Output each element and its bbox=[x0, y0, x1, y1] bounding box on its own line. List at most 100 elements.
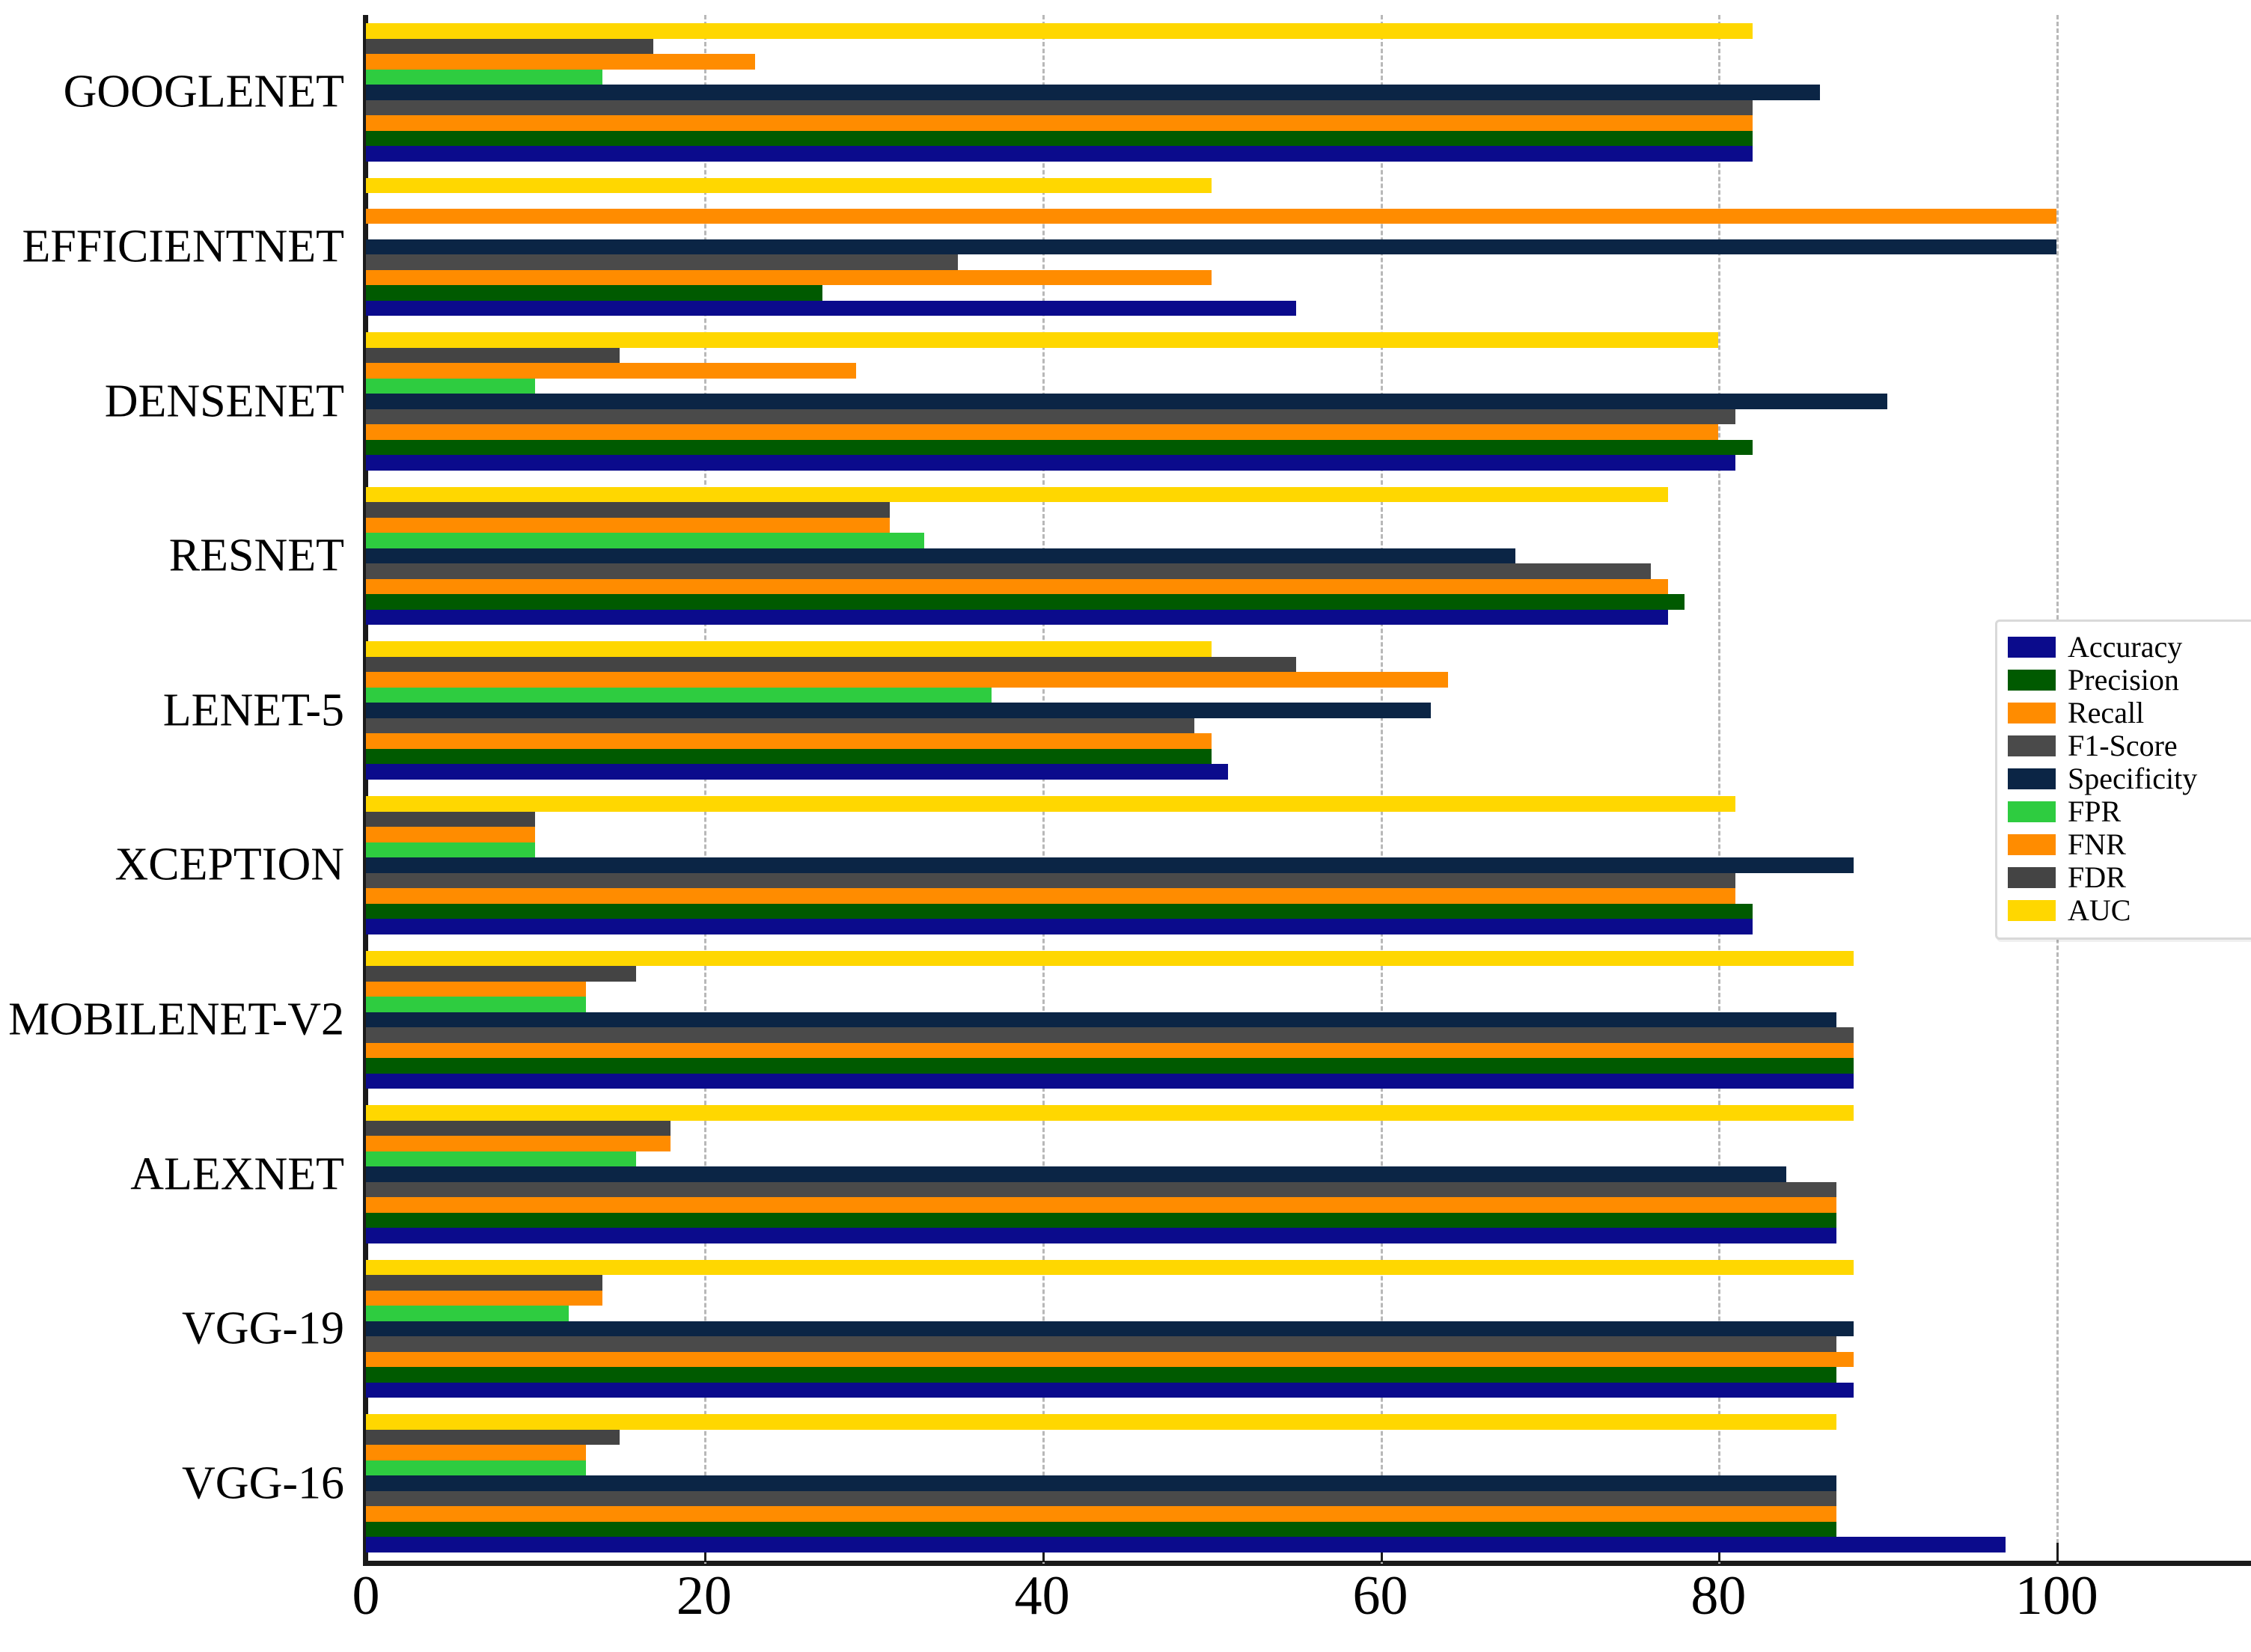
bar-mobilenet-v2-recall bbox=[366, 1042, 1854, 1059]
bar-densenet-specificity bbox=[366, 394, 1888, 409]
bar-xception-auc bbox=[366, 796, 1735, 812]
bar-densenet-fdr bbox=[366, 347, 620, 364]
legend-item-accuracy[interactable]: Accuracy bbox=[2008, 631, 2246, 664]
y-axis-label-densenet: DENSENET bbox=[104, 376, 344, 426]
bar-vgg-16-fpr bbox=[366, 1460, 586, 1476]
bar-resnet-recall bbox=[366, 578, 1668, 595]
bar-lenet-5-fnr bbox=[366, 672, 1448, 688]
bar-densenet-fpr bbox=[366, 378, 535, 394]
x-tick-40 bbox=[1042, 1543, 1045, 1562]
bar-resnet-fnr bbox=[366, 517, 891, 533]
bar-mobilenet-v2-fnr bbox=[366, 981, 586, 997]
bar-vgg-16-recall bbox=[366, 1506, 1837, 1522]
y-axis-label-googlenet: GOOGLENET bbox=[63, 66, 344, 117]
bar-xception-fdr bbox=[366, 811, 535, 827]
bar-vgg-19-precision bbox=[366, 1367, 1837, 1383]
legend-label: FDR bbox=[2068, 860, 2126, 894]
legend-item-fdr[interactable]: FDR bbox=[2008, 861, 2246, 894]
bar-resnet-fpr bbox=[366, 533, 924, 548]
bar-efficientnet-accuracy bbox=[366, 300, 1296, 316]
bar-efficientnet-fnr bbox=[366, 208, 2057, 224]
bar-googlenet-precision bbox=[366, 130, 1753, 147]
legend-swatch-icon-accuracy bbox=[2008, 637, 2056, 658]
bar-vgg-16-auc bbox=[366, 1414, 1837, 1430]
bar-lenet-5-accuracy bbox=[366, 764, 1229, 780]
bar-mobilenet-v2-fpr bbox=[366, 997, 586, 1012]
bar-resnet-fdr bbox=[366, 502, 891, 518]
y-axis-label-alexnet: ALEXNET bbox=[130, 1148, 344, 1199]
bar-mobilenet-v2-auc bbox=[366, 950, 1854, 967]
bar-googlenet-fdr bbox=[366, 38, 654, 55]
bar-xception-fpr bbox=[366, 842, 535, 858]
legend-item-specificity[interactable]: Specificity bbox=[2008, 762, 2246, 795]
y-axis-label-vgg-16: VGG-16 bbox=[182, 1457, 344, 1509]
legend-label: FNR bbox=[2068, 827, 2126, 861]
bar-mobilenet-v2-f1-score bbox=[366, 1027, 1854, 1043]
bar-googlenet-fnr bbox=[366, 54, 755, 70]
bar-efficientnet-f1-score bbox=[366, 254, 958, 270]
bar-alexnet-recall bbox=[366, 1197, 1837, 1213]
x-tick-label-40: 40 bbox=[1014, 1565, 1070, 1627]
legend-item-fpr[interactable]: FPR bbox=[2008, 795, 2246, 828]
bar-vgg-16-f1-score bbox=[366, 1490, 1837, 1507]
bar-lenet-5-auc bbox=[366, 641, 1212, 657]
x-tick-80 bbox=[1718, 1543, 1721, 1562]
legend: Accuracy Precision Recall F1-Score Specifici… bbox=[1995, 620, 2251, 940]
bar-lenet-5-f1-score bbox=[366, 718, 1194, 734]
bar-googlenet-auc bbox=[366, 23, 1753, 39]
legend-swatch-icon-f1-score bbox=[2008, 735, 2056, 756]
bar-resnet-auc bbox=[366, 486, 1668, 503]
bar-vgg-19-accuracy bbox=[366, 1382, 1854, 1398]
bar-densenet-fnr bbox=[366, 363, 857, 379]
bar-googlenet-f1-score bbox=[366, 100, 1753, 116]
bar-vgg-16-precision bbox=[366, 1521, 1837, 1538]
bar-lenet-5-specificity bbox=[366, 703, 1432, 718]
legend-item-fnr[interactable]: FNR bbox=[2008, 828, 2246, 861]
bar-vgg-19-auc bbox=[366, 1259, 1854, 1276]
legend-label: Accuracy bbox=[2068, 630, 2183, 664]
bar-xception-specificity bbox=[366, 857, 1854, 873]
bar-densenet-precision bbox=[366, 439, 1753, 456]
bar-lenet-5-fdr bbox=[366, 656, 1296, 673]
gridline-80 bbox=[1718, 15, 1721, 1564]
bar-xception-f1-score bbox=[366, 872, 1735, 889]
legend-swatch-icon-fpr bbox=[2008, 801, 2056, 822]
bar-alexnet-precision bbox=[366, 1212, 1837, 1229]
bar-vgg-16-fnr bbox=[366, 1445, 586, 1460]
y-axis-label-xception: XCEPTION bbox=[114, 839, 344, 890]
bar-densenet-accuracy bbox=[366, 455, 1735, 471]
bar-mobilenet-v2-specificity bbox=[366, 1012, 1837, 1028]
bar-xception-fnr bbox=[366, 827, 535, 842]
x-tick-60 bbox=[1380, 1543, 1383, 1562]
bar-alexnet-auc bbox=[366, 1105, 1854, 1121]
x-tick-label-100: 100 bbox=[2015, 1565, 2098, 1627]
bar-efficientnet-auc bbox=[366, 177, 1212, 194]
bar-efficientnet-precision bbox=[366, 285, 822, 301]
bar-googlenet-fpr bbox=[366, 69, 603, 85]
bar-mobilenet-v2-accuracy bbox=[366, 1073, 1854, 1089]
legend-item-recall[interactable]: Recall bbox=[2008, 697, 2246, 729]
x-tick-0 bbox=[366, 1543, 368, 1562]
bar-densenet-f1-score bbox=[366, 409, 1735, 425]
bar-resnet-f1-score bbox=[366, 563, 1651, 579]
legend-item-auc[interactable]: AUC bbox=[2008, 894, 2246, 927]
bar-alexnet-specificity bbox=[366, 1166, 1786, 1182]
y-axis-label-efficientnet: EFFICIENTNET bbox=[22, 221, 344, 272]
bar-vgg-16-accuracy bbox=[366, 1537, 2006, 1552]
legend-label: Recall bbox=[2068, 696, 2145, 729]
bar-lenet-5-recall bbox=[366, 733, 1212, 749]
legend-item-precision[interactable]: Precision bbox=[2008, 664, 2246, 697]
legend-item-f1-score[interactable]: F1-Score bbox=[2008, 729, 2246, 762]
bar-efficientnet-recall bbox=[366, 269, 1212, 286]
bar-vgg-19-f1-score bbox=[366, 1336, 1837, 1352]
x-axis-line bbox=[363, 1561, 2251, 1566]
bar-vgg-19-specificity bbox=[366, 1321, 1854, 1337]
bar-resnet-specificity bbox=[366, 548, 1516, 564]
x-tick-label-20: 20 bbox=[676, 1565, 732, 1627]
bar-alexnet-f1-score bbox=[366, 1181, 1837, 1198]
x-tick-100 bbox=[2056, 1543, 2059, 1562]
bar-vgg-16-specificity bbox=[366, 1475, 1837, 1491]
legend-swatch-icon-precision bbox=[2008, 670, 2056, 691]
bar-xception-accuracy bbox=[366, 919, 1753, 934]
